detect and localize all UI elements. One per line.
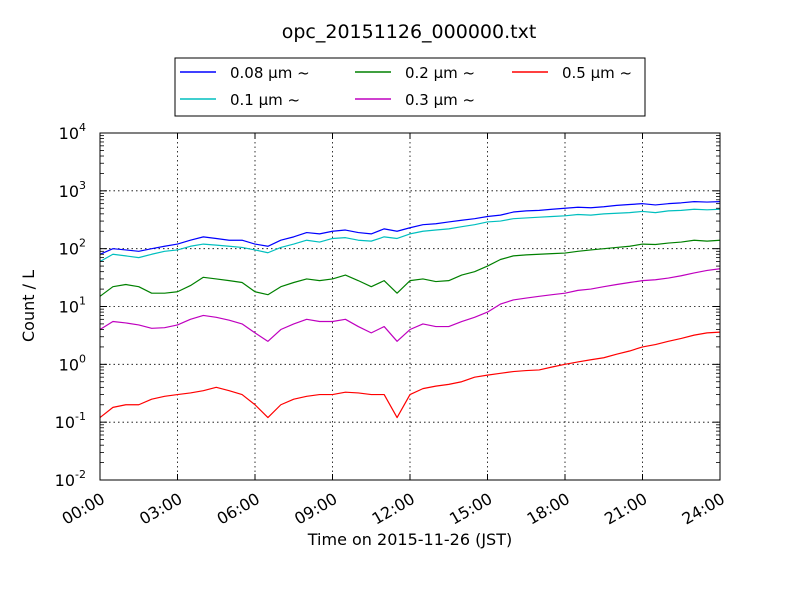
legend-frame <box>174 57 646 117</box>
legend-label: 0.3 μm ~ <box>405 91 475 109</box>
y-tick-label: 104 <box>59 121 86 143</box>
series-line <box>99 208 721 263</box>
x-tick-label: 15:00 <box>446 489 495 529</box>
legend-label: 0.1 μm ~ <box>230 91 300 109</box>
series-line <box>99 201 721 255</box>
x-tick-label: 00:00 <box>59 489 108 529</box>
x-axis-label: Time on 2015-11-26 (JST) <box>307 530 512 549</box>
y-tick-label: 10-1 <box>55 410 86 432</box>
y-tick-labels: 10-2 10-1 100 101 102 103 104 <box>55 121 86 490</box>
x-tick-label: 21:00 <box>601 489 650 529</box>
y-tick-label: 101 <box>59 295 86 317</box>
legend-label: 0.2 μm ~ <box>405 64 475 82</box>
legend: 0.08 μm ~ 0.1 μm ~ 0.2 μm ~ 0.3 μm ~ 0.5 μm … <box>174 57 646 117</box>
x-tick-label: 18:00 <box>524 489 573 529</box>
x-tick-label: 03:00 <box>136 489 185 529</box>
x-tick-label: 06:00 <box>214 489 263 529</box>
x-tick-label: 12:00 <box>369 489 418 529</box>
series-line <box>99 331 721 419</box>
y-tick-label: 102 <box>59 237 86 259</box>
legend-label: 0.5 μm ~ <box>562 64 632 82</box>
x-tick-labels: 00:00 03:00 06:00 09:00 12:00 15:00 18:00 21:00… <box>59 489 728 529</box>
grid <box>100 133 720 480</box>
x-tick-label: 09:00 <box>291 489 340 529</box>
y-tick-label: 10-2 <box>55 468 86 490</box>
chart-title: opc_20151126_000000.txt <box>282 21 537 43</box>
plot-area <box>99 132 721 481</box>
y-tick-label: 103 <box>59 179 86 201</box>
series-line <box>99 268 721 342</box>
x-tick-label: 24:00 <box>679 489 728 529</box>
y-axis-label: Count / L <box>19 270 38 342</box>
y-tick-label: 100 <box>59 352 86 374</box>
series-layer <box>99 201 721 419</box>
legend-label: 0.08 μm ~ <box>230 64 310 82</box>
tick-marks <box>99 132 721 481</box>
series-line <box>99 239 721 297</box>
